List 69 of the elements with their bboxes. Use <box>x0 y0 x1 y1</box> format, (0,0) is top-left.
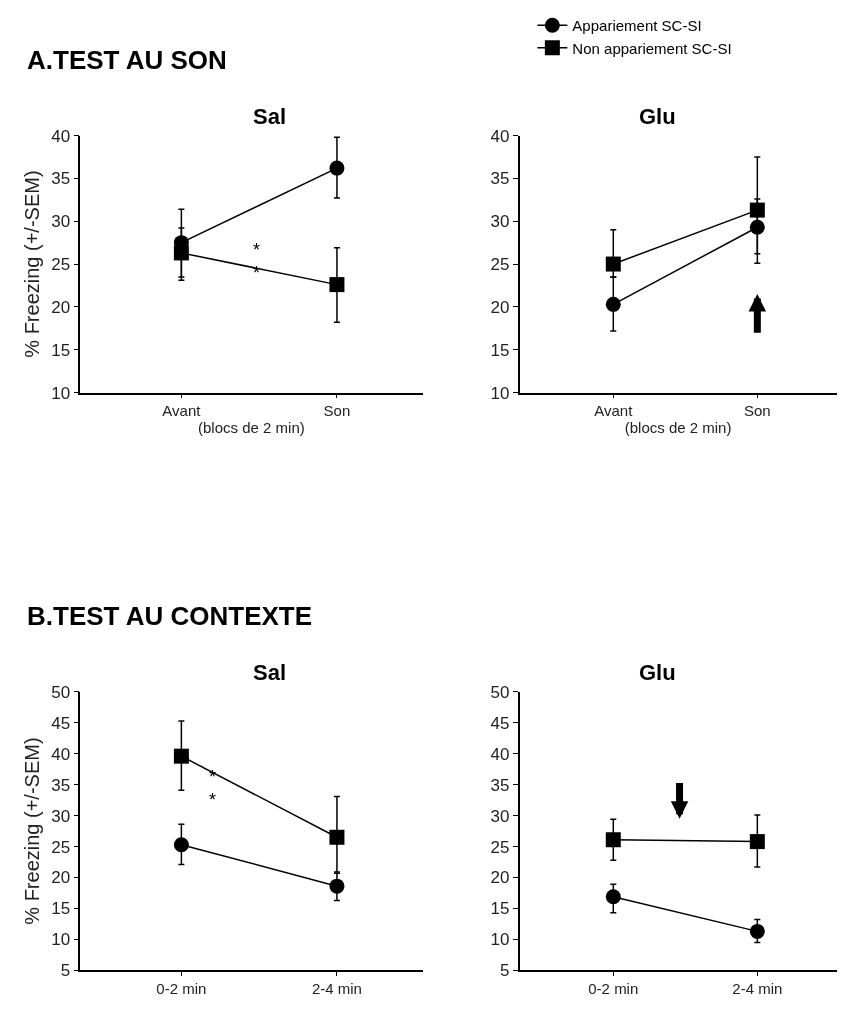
y-tick-label: 15 <box>51 899 71 919</box>
y-tick-label: 15 <box>51 340 71 360</box>
y-tick-label: 10 <box>51 930 71 950</box>
y-tick-label: 10 <box>490 930 510 950</box>
text: A.TEST AU SON <box>27 45 227 75</box>
x-axis-title: (blocs de 2 min) <box>624 419 732 437</box>
point <box>749 219 765 235</box>
y-tick-label: 25 <box>51 255 71 275</box>
y-tick-label: 30 <box>490 212 510 232</box>
x-tick-label: 2-4 min <box>311 980 362 998</box>
y-tick-label: 40 <box>51 744 71 764</box>
y-tick-label: 35 <box>490 169 510 189</box>
y-tick-label: 25 <box>490 255 510 275</box>
y-tick-label: 35 <box>51 169 71 189</box>
point <box>173 837 189 853</box>
y-tick-label: 15 <box>490 899 510 919</box>
y-tick-label: 20 <box>51 297 71 317</box>
point <box>749 923 765 939</box>
x-tick-label: Avant <box>162 402 202 420</box>
y-tick-label: 30 <box>51 806 71 826</box>
y-tick-label: 25 <box>490 837 510 857</box>
y-axis-title: % Freezing (+/-SEM) <box>21 737 44 925</box>
y-tick-label: 25 <box>51 837 71 857</box>
point <box>749 202 765 218</box>
point <box>329 160 345 176</box>
y-tick-label: 30 <box>51 212 71 232</box>
y-tick-label: 35 <box>490 775 510 795</box>
point <box>173 245 189 261</box>
y-tick-label: 20 <box>490 297 510 317</box>
y-tick-label: 15 <box>490 340 510 360</box>
legend-label: Non appariement SC-SI <box>572 39 732 57</box>
y-tick-label: 50 <box>490 682 510 702</box>
x-tick-label: Son <box>743 402 771 420</box>
y-tick-label: 45 <box>51 713 71 733</box>
y-tick-label: 20 <box>51 868 71 888</box>
legend-label: Appariement SC-SI <box>572 17 702 35</box>
point <box>329 878 345 894</box>
x-tick-label: 0-2 min <box>588 980 639 998</box>
point <box>605 889 621 905</box>
point <box>605 832 621 848</box>
y-tick-label: 45 <box>490 713 510 733</box>
y-tick-label: 40 <box>51 126 71 146</box>
point <box>605 256 621 272</box>
x-tick-label: 0-2 min <box>156 980 207 998</box>
y-tick-label: 50 <box>51 682 71 702</box>
y-tick-label: 20 <box>490 868 510 888</box>
x-axis-title: (blocs de 2 min) <box>198 419 305 437</box>
point <box>749 834 765 850</box>
y-axis-title: % Freezing (+/-SEM) <box>21 170 44 358</box>
point <box>329 829 345 845</box>
text: B.TEST AU CONTEXTE <box>27 601 313 631</box>
point <box>605 296 621 312</box>
x-tick-label: 2-4 min <box>732 980 783 998</box>
y-tick-label: 5 <box>500 961 510 981</box>
x-tick-label: Son <box>323 402 351 420</box>
y-tick-label: 10 <box>490 383 510 403</box>
y-tick-label: 40 <box>490 126 510 146</box>
y-tick-label: 40 <box>490 744 510 764</box>
point <box>329 277 345 293</box>
chart-title: Sal <box>253 660 287 685</box>
y-tick-label: 5 <box>60 961 71 981</box>
y-tick-label: 35 <box>51 775 71 795</box>
y-tick-label: 30 <box>490 806 510 826</box>
x-tick-label: Avant <box>594 402 634 420</box>
point <box>173 748 189 764</box>
chart-title: Glu <box>639 104 676 129</box>
chart-title: Glu <box>639 660 676 685</box>
chart-title: Sal <box>253 104 287 129</box>
y-tick-label: 10 <box>51 383 71 403</box>
